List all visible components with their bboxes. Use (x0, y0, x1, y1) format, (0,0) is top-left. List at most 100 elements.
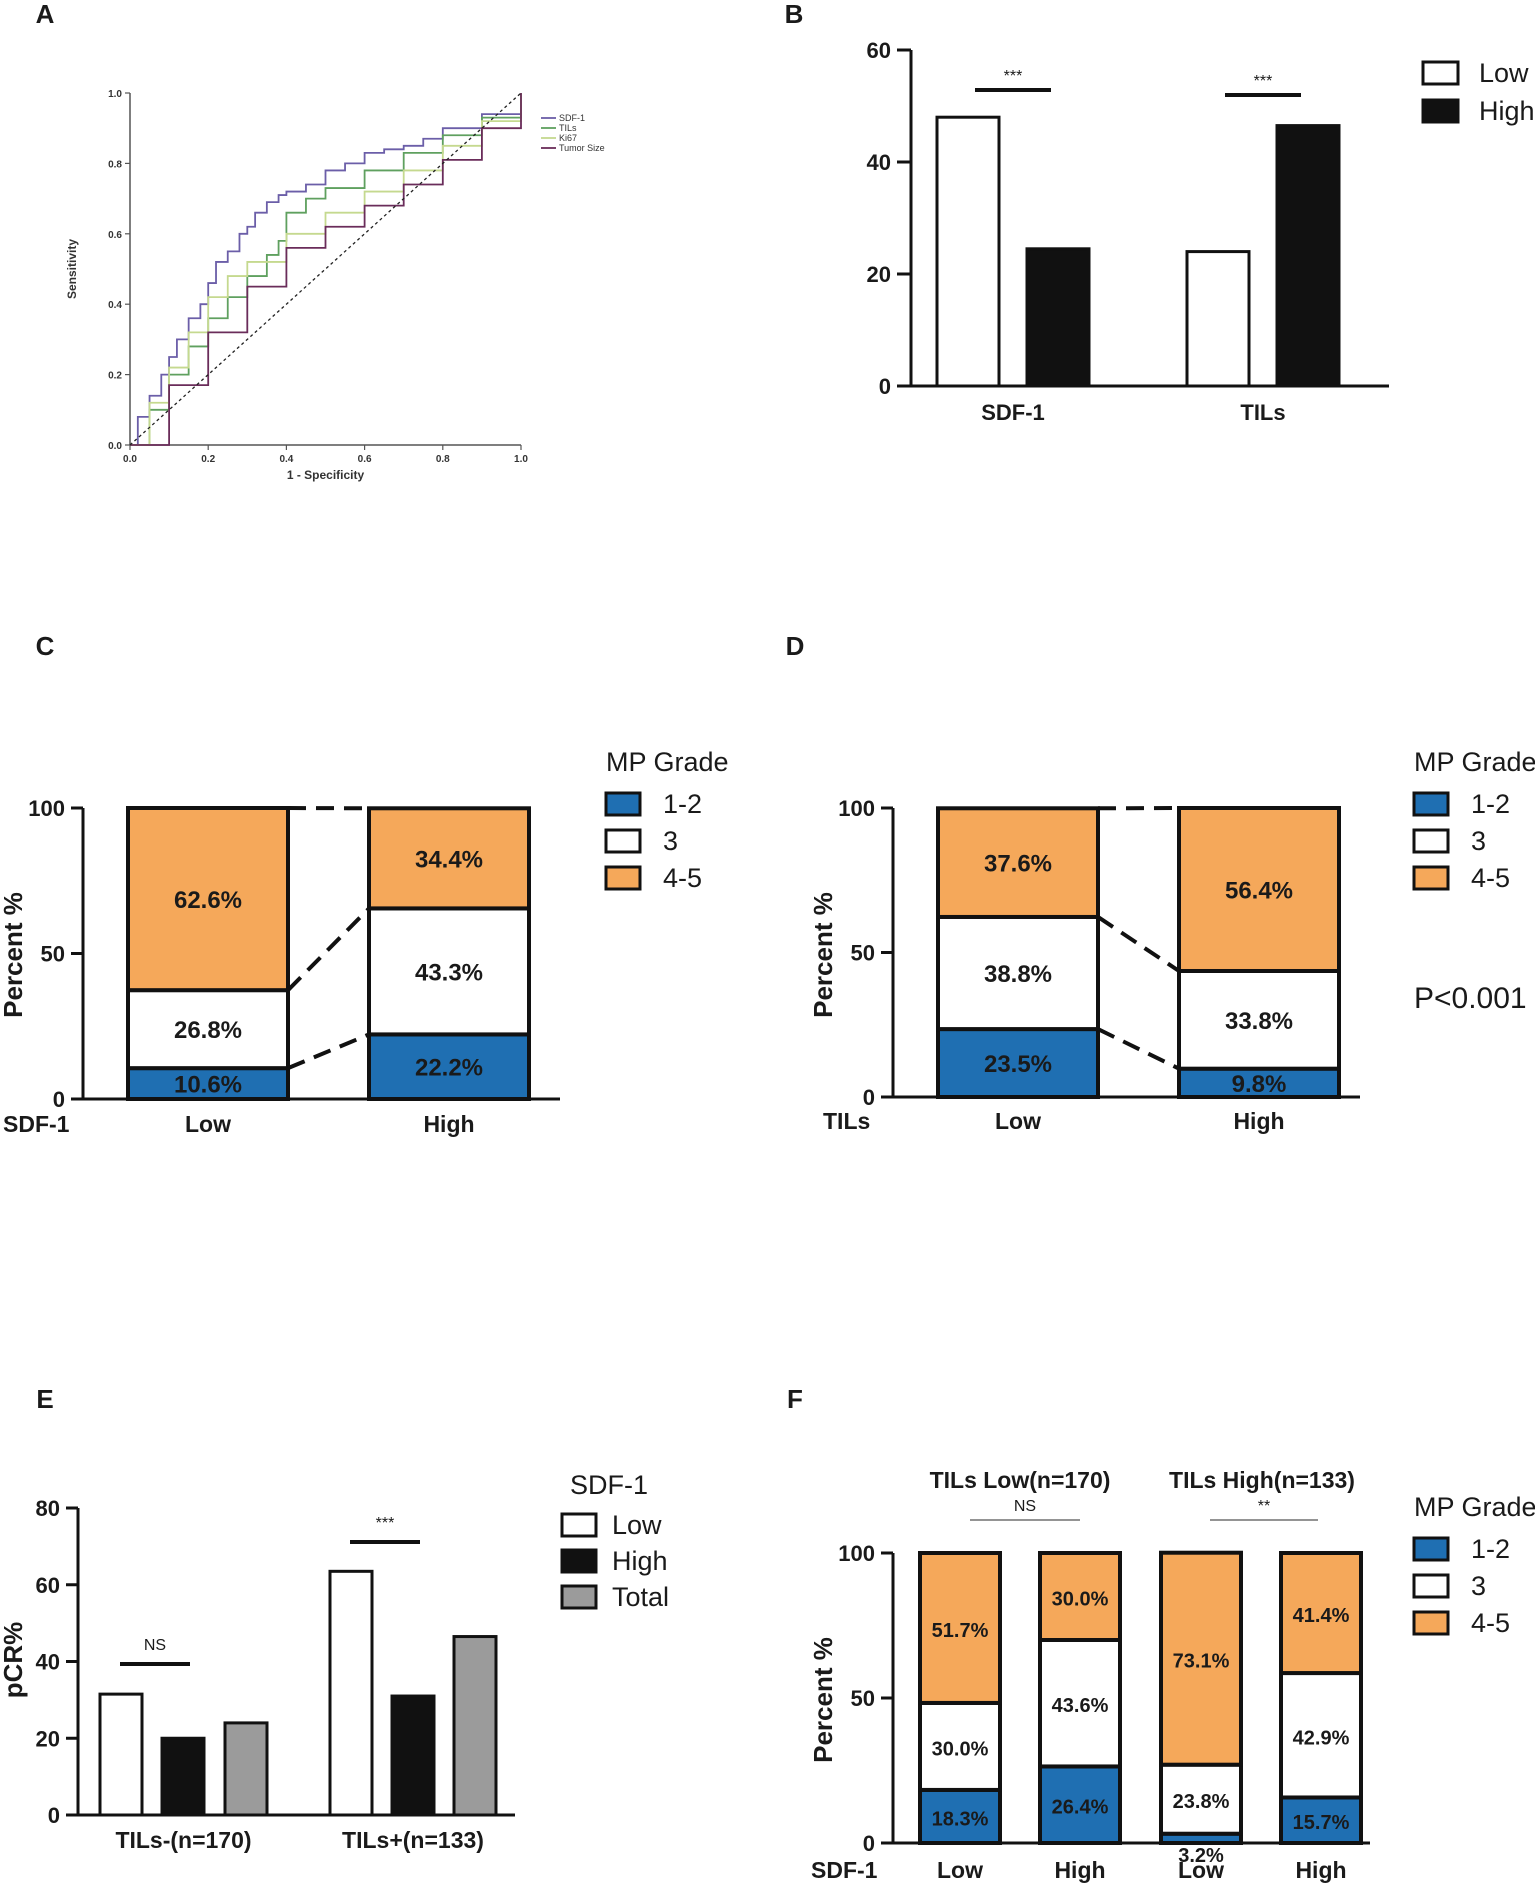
panel-a-y-tick-label: 1.0 (108, 89, 122, 100)
panel-d-legend-swatch (1412, 791, 1450, 817)
panel-b-legend-swatch (1421, 98, 1460, 124)
panel-c-bar-segment (126, 806, 290, 993)
panel-a-y-tick-label: 0.2 (108, 371, 122, 382)
panel-f-segment-label: 41.4% (1293, 1605, 1350, 1627)
panel-e-bar (160, 1736, 206, 1817)
panel-d-connector-line (1097, 1027, 1180, 1071)
panel-b-legend-label: Low (1479, 58, 1529, 88)
panel-b-y-tick-label: 0 (879, 374, 891, 399)
panel-f-x-tick-label: High (1295, 1857, 1346, 1883)
panel-d-y-tick-label: 50 (851, 941, 875, 966)
panel-d-bar-segment (1177, 806, 1341, 973)
panel-d-label: D (786, 631, 805, 661)
panel-a-x-title: 1 - Specificity (287, 468, 365, 482)
panel-a-roc-curve (130, 93, 522, 446)
panel-a-roc-curve (129, 92, 522, 446)
panel-a-y-tick-label: 0.4 (108, 300, 122, 311)
panel-d-legend-label: 4-5 (1471, 863, 1510, 893)
panel-c-bar-segment (367, 806, 531, 911)
panel-c-connector-line (286, 906, 371, 992)
panel-d-segment-label: 37.6% (984, 851, 1052, 878)
panel-e-bar (452, 1635, 498, 1817)
panel-f-legend-label: 3 (1471, 1571, 1486, 1601)
panel-e-bar (390, 1694, 436, 1817)
panel-b-y-tick-label: 60 (867, 38, 891, 63)
panel-c-legend-swatch (604, 791, 642, 817)
panel-a-legend-label: Tumor Size (559, 143, 605, 153)
panel-f-segment-label: 43.6% (1052, 1695, 1109, 1717)
panel-b-legend-swatch (1421, 60, 1460, 86)
panel-f-legend-title: MP Grade (1414, 1492, 1535, 1522)
panel-f-group-title: TILs Low(n=170) (930, 1467, 1111, 1493)
panel-f-legend-label: 4-5 (1471, 1608, 1510, 1638)
panel-c-segment-label: 34.4% (415, 846, 483, 873)
panel-e-x-tick-label: TILs+(n=133) (342, 1827, 484, 1853)
panel-f-y-tick-label: 0 (863, 1831, 875, 1856)
panel-f-bar-segment (918, 1787, 1002, 1846)
panel-e-label: E (36, 1384, 53, 1414)
panel-d-segment-label: 9.8% (1232, 1071, 1287, 1098)
panel-f-segment-label: 3.2% (1178, 1845, 1224, 1867)
panel-b-bar (1025, 247, 1091, 388)
panel-f-segment-label: 42.9% (1293, 1727, 1350, 1749)
panel-c-legend-swatch (604, 865, 642, 891)
panel-b-label: B (785, 0, 804, 29)
panel-d-legend-title: MP Grade (1414, 747, 1535, 777)
panel-c-x-tick-label: Low (185, 1111, 231, 1137)
panel-e-significance-label: NS (144, 1637, 166, 1654)
panel-f-segment-label: 23.8% (1173, 1791, 1230, 1813)
panel-d-x-tick-label: Low (995, 1108, 1041, 1134)
panel-e-legend-label: High (612, 1546, 668, 1576)
panel-c-legend-label: 4-5 (663, 863, 702, 893)
panel-a-label: A (36, 0, 55, 29)
panel-a-x-tick-label: 1.0 (514, 454, 528, 465)
panel-a-x-tick-label: 0.6 (358, 454, 372, 465)
panel-e-legend-title: SDF-1 (570, 1470, 648, 1500)
panel-c-segment-label: 10.6% (174, 1072, 242, 1099)
panel-f-bar-segment (1038, 1551, 1122, 1642)
panel-c-legend-label: 1-2 (663, 789, 702, 819)
panel-b-x-tick-label: TILs (1240, 400, 1285, 425)
panel-c-legend-label: 3 (663, 826, 678, 856)
panel-a-x-tick-label: 0.0 (123, 454, 137, 465)
panel-f-group-label: SDF-1 (811, 1857, 878, 1883)
panel-f-significance-label: NS (1014, 1498, 1036, 1515)
panel-e-legend-swatch (560, 1512, 598, 1538)
panel-a-x-tick-label: 0.8 (436, 454, 450, 465)
panel-b-significance-label: *** (1254, 73, 1273, 90)
panel-e-legend-label: Low (612, 1510, 662, 1540)
panel-c-segment-label: 43.3% (415, 959, 483, 986)
panel-d-y-title: Percent % (808, 892, 838, 1018)
panel-b-y-tick-label: 40 (867, 150, 891, 175)
panel-e-bar (328, 1569, 374, 1817)
panel-a-y-title: Sensitivity (65, 239, 79, 299)
panel-a-roc-curve (130, 93, 522, 446)
panel-a-y-tick-label: 0.0 (108, 441, 122, 452)
panel-a-x-tick-label: 0.4 (279, 454, 293, 465)
panel-f-x-tick-label: Low (937, 1857, 983, 1883)
panel-e-y-tick-label: 60 (36, 1573, 60, 1598)
panel-f-legend-swatch (1412, 1573, 1450, 1599)
panel-d-connector-line (1096, 915, 1181, 973)
panel-e-y-title: pCR% (0, 1622, 28, 1699)
panel-e-legend-swatch (560, 1548, 598, 1574)
panel-a-y-tick-label: 0.8 (108, 159, 122, 170)
panel-c-bar-segment (126, 988, 290, 1071)
panel-f-y-tick-label: 50 (851, 1686, 875, 1711)
panel-e-y-tick-label: 20 (36, 1726, 60, 1751)
panel-e-significance-label: *** (376, 1515, 395, 1532)
panel-b-legend-label: High (1479, 96, 1535, 126)
panel-f-segment-label: 15.7% (1293, 1812, 1350, 1834)
panel-c-segment-label: 26.8% (174, 1017, 242, 1044)
panel-c-y-tick-label: 0 (53, 1087, 65, 1112)
panel-b-bar (1275, 124, 1341, 388)
panel-f-segment-label: 30.0% (1052, 1589, 1109, 1611)
panel-a-y-tick-label: 0.6 (108, 230, 122, 241)
panel-f-x-tick-label: High (1054, 1857, 1105, 1883)
panel-e-y-tick-label: 80 (36, 1496, 60, 1521)
panel-c-label: C (36, 631, 55, 661)
panel-f-bar-segment (1038, 1638, 1122, 1769)
panel-d-legend-swatch (1412, 865, 1450, 891)
panel-d-segment-label: 56.4% (1225, 877, 1293, 904)
